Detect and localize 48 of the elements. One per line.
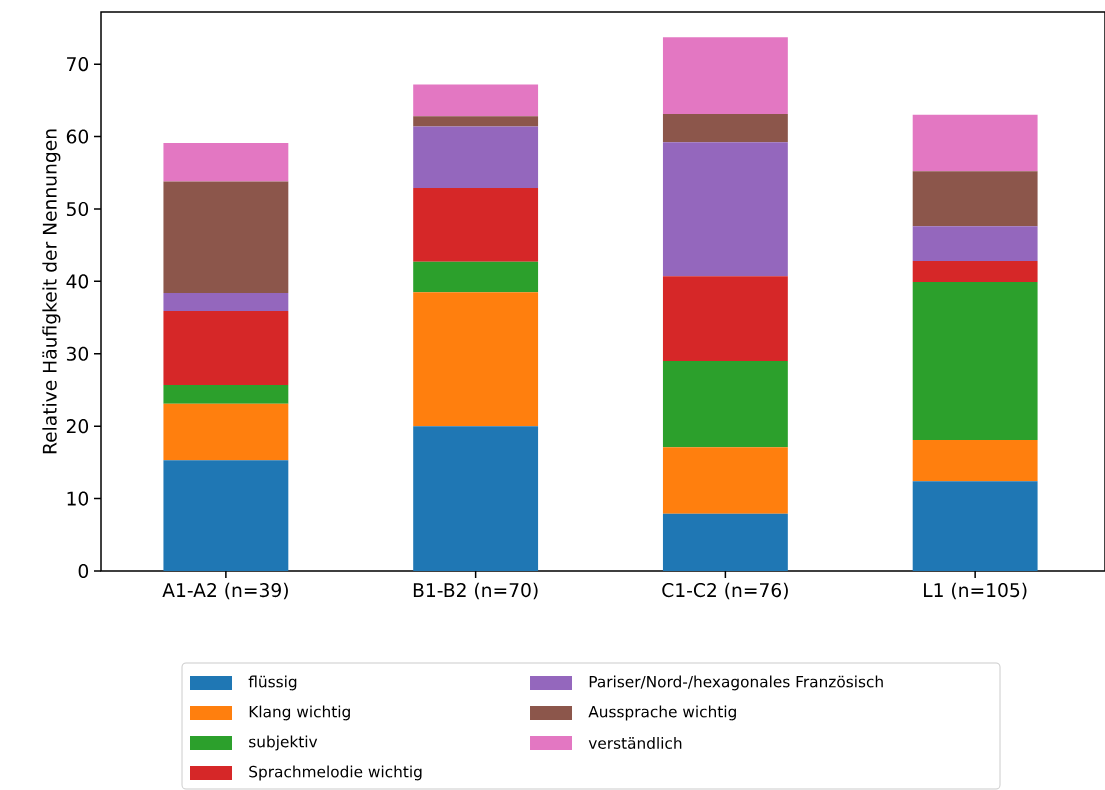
bar: [163, 292, 289, 312]
bar: [413, 187, 539, 262]
x-tick-label: C1-C2 (n=76): [662, 582, 788, 600]
bar: [662, 276, 788, 362]
bar: [912, 171, 1038, 227]
bar: [662, 114, 788, 143]
y-tick-label: 60: [66, 129, 89, 144]
legend-label: verständlich: [588, 737, 682, 749]
bar: [662, 142, 788, 277]
y-axis-title: Relative Häufigkeit der Nennungen: [42, 129, 61, 454]
y-tick-label: 50: [66, 201, 89, 217]
bar: [912, 261, 1038, 283]
legend-label: Aussprache wichtig: [588, 705, 736, 721]
x-tick-label: A1-A2 (n=39): [162, 582, 288, 600]
bar: [163, 311, 289, 385]
legend-label: Pariser/Nord-/hexagonales Französisch: [589, 675, 883, 691]
y-tick-label: 0: [78, 563, 89, 579]
bar: [413, 116, 539, 127]
y-tick-label: 10: [67, 491, 89, 506]
bar: [413, 426, 539, 572]
y-tick-label: 70: [67, 57, 89, 72]
x-tick-label: B1-B2 (n=70): [413, 582, 538, 600]
bar: [912, 114, 1038, 172]
bar: [413, 126, 539, 188]
bar: [413, 84, 539, 117]
y-tick-label: 30: [66, 346, 89, 361]
bar: [163, 403, 289, 461]
bar: [662, 37, 788, 115]
bar: [163, 460, 289, 572]
x-tick-label: L1 (n=105): [924, 582, 1027, 600]
y-tick-label: 20: [66, 419, 89, 434]
legend-label: Sprachmelodie wichtig: [249, 765, 422, 781]
legend-label: subjektiv: [249, 735, 318, 751]
bar: [662, 361, 788, 448]
bar: [912, 481, 1038, 572]
bar: [163, 143, 289, 182]
bar: [163, 384, 289, 404]
y-tick-label: 40: [66, 274, 89, 289]
bar: [413, 261, 539, 293]
bar: [662, 513, 788, 572]
bar: [163, 181, 289, 293]
bar: [413, 292, 539, 427]
legend-label: Klang wichtig: [249, 705, 350, 721]
legend-label: flüssig: [248, 675, 297, 691]
bar: [912, 226, 1038, 262]
bar: [662, 447, 788, 514]
bar: [912, 439, 1038, 482]
bar: [912, 282, 1038, 440]
